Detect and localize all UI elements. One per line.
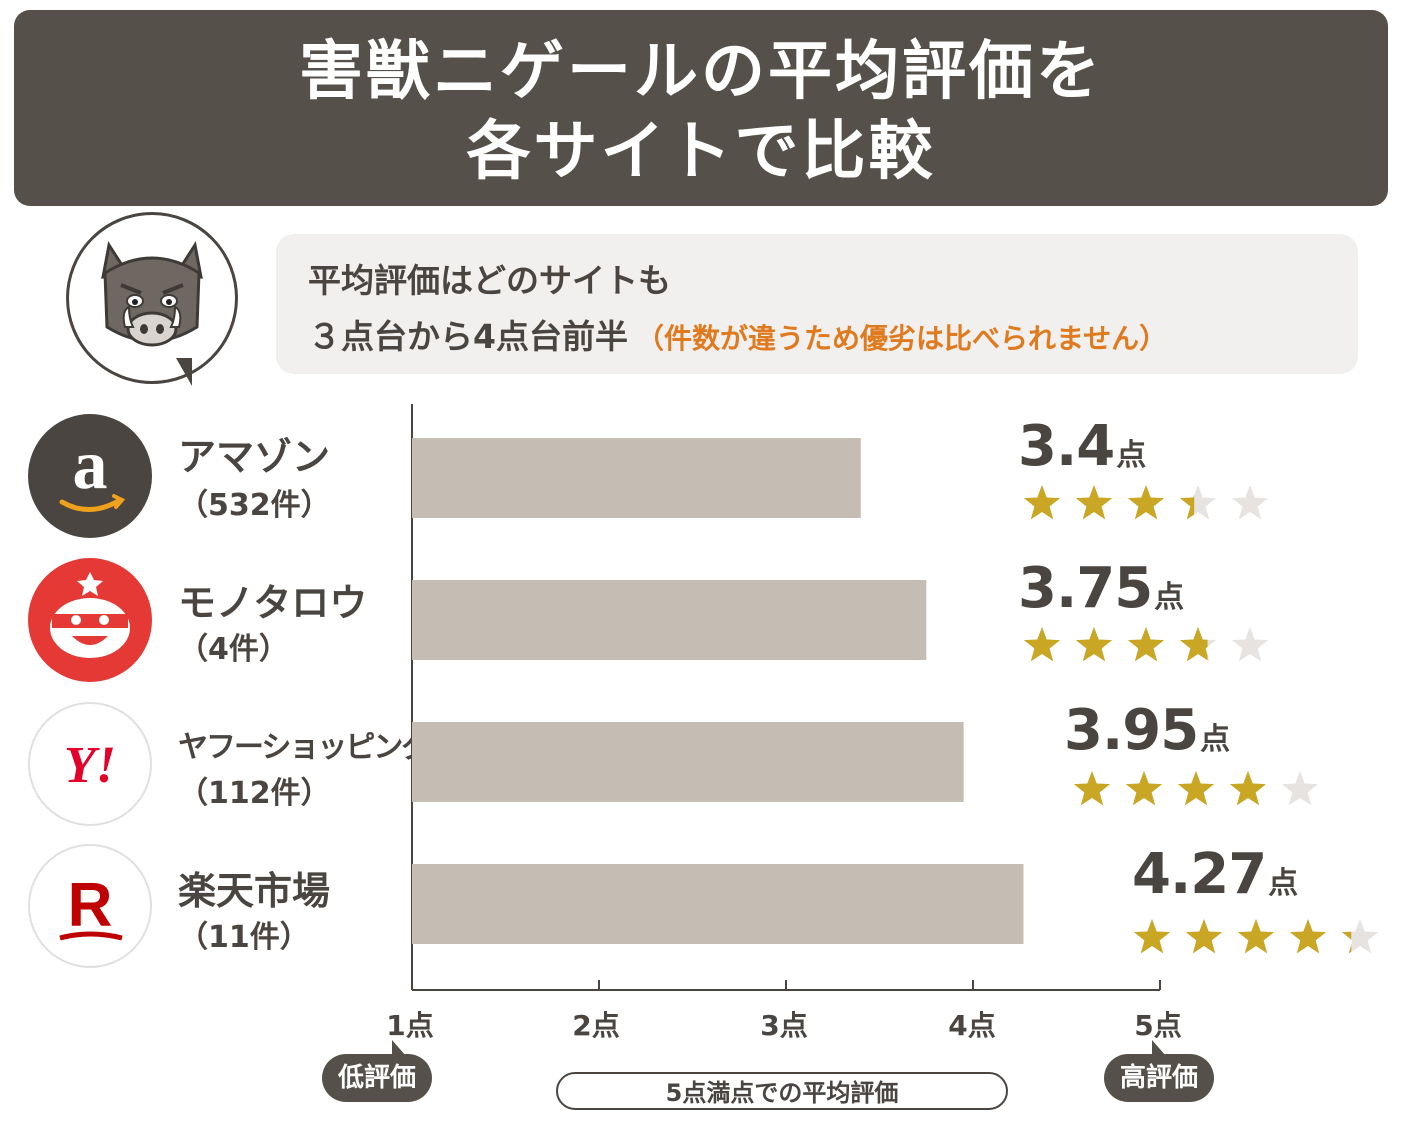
x-tick-label: 2点 — [572, 1009, 620, 1042]
star-empty-amazon — [1231, 485, 1269, 520]
x-tick-label: 3点 — [760, 1009, 808, 1042]
star-filled-rakuten — [1237, 919, 1275, 954]
site-count-rakuten: （11件） — [178, 920, 310, 955]
score-rakuten-unit: 点 — [1268, 866, 1298, 901]
bar-yahoo — [412, 722, 964, 802]
star-filled-rakuten — [1185, 919, 1223, 954]
score-rakuten: 4.27点 — [1132, 842, 1298, 907]
bar-monotaro — [412, 580, 927, 660]
page-title-line2: 各サイトで比較 — [466, 115, 936, 189]
score-amazon-unit: 点 — [1116, 438, 1146, 473]
score-amazon: 3.4点 — [1018, 414, 1146, 479]
score-monotaro-unit: 点 — [1154, 580, 1184, 615]
star-filled-yahoo — [1229, 771, 1266, 806]
star-filled-monotaro — [1127, 627, 1165, 662]
note-line1: 平均評価はどのサイトも — [308, 261, 671, 300]
low-label-pointer — [392, 1040, 406, 1056]
star-filled-rakuten — [1289, 919, 1327, 954]
star-filled-monotaro — [1179, 627, 1208, 662]
low-rating-label: 低評価 — [322, 1054, 433, 1102]
note-line2-text: ３点台から4点台前半 — [308, 317, 628, 356]
site-name-amazon: アマゾン — [178, 435, 331, 479]
x-tick-label: 1点 — [386, 1009, 434, 1042]
score-rakuten-value: 4.27 — [1132, 842, 1267, 907]
site-count-amazon: （532件） — [178, 488, 331, 523]
rakuten-logo-icon: R — [28, 844, 152, 968]
monotaro-logo-icon — [28, 558, 152, 682]
site-name-rakuten: 楽天市場 — [178, 869, 331, 913]
star-filled-amazon — [1179, 495, 1195, 520]
star-empty-yahoo — [1281, 771, 1319, 806]
star-empty-amazon — [1179, 485, 1217, 520]
score-monotaro: 3.75点 — [1018, 556, 1184, 621]
svg-text:R: R — [68, 871, 113, 940]
star-filled-amazon — [1127, 485, 1165, 520]
star-filled-amazon — [1075, 485, 1113, 520]
yahoo-logo-icon: Y! — [28, 702, 152, 826]
star-filled-yahoo — [1177, 771, 1215, 806]
svg-text:a: a — [73, 427, 108, 504]
note-accent: （件数が違うため優劣は比べられません） — [635, 322, 1168, 355]
score-monotaro-value: 3.75 — [1018, 556, 1153, 621]
page-title-line1: 害獣ニゲールの平均評価を — [299, 35, 1103, 109]
score-yahoo: 3.95点 — [1064, 698, 1230, 763]
x-tick-label: 5点 — [1134, 1009, 1182, 1042]
bar-amazon — [412, 438, 861, 518]
score-yahoo-unit: 点 — [1200, 722, 1230, 757]
high-label-pointer — [1152, 1040, 1166, 1056]
site-count-yahoo: （112件） — [178, 776, 331, 811]
star-filled-monotaro — [1023, 627, 1061, 662]
high-rating-label: 高評価 — [1104, 1054, 1215, 1102]
star-filled-yahoo — [1125, 771, 1163, 806]
axis-caption: 5点満点での平均評価 — [556, 1072, 1008, 1110]
site-count-monotaro: （4件） — [178, 632, 289, 667]
note-line2: ３点台から4点台前半 （件数が違うため優劣は比べられません） — [308, 310, 1167, 358]
svg-text:Y!: Y! — [64, 737, 116, 794]
score-yahoo-value: 3.95 — [1064, 698, 1199, 763]
star-filled-amazon — [1023, 485, 1061, 520]
boar-face-icon — [66, 212, 238, 384]
star-empty-monotaro — [1231, 627, 1269, 662]
star-filled-rakuten — [1341, 931, 1352, 954]
amazon-logo-icon: a — [28, 414, 152, 538]
star-empty-rakuten — [1341, 919, 1379, 954]
star-filled-rakuten — [1133, 919, 1171, 954]
star-filled-monotaro — [1075, 627, 1113, 662]
site-name-yahoo: ヤフーショッピング — [178, 730, 431, 765]
x-tick-label: 4点 — [948, 1009, 996, 1042]
score-amazon-value: 3.4 — [1018, 414, 1115, 479]
star-filled-yahoo — [1073, 771, 1111, 806]
site-name-monotaro: モノタロウ — [178, 581, 368, 625]
bar-rakuten — [412, 864, 1024, 944]
summary-note: 平均評価はどのサイトも ３点台から4点台前半 （件数が違うため優劣は比べられません… — [276, 234, 1358, 374]
speech-tail — [176, 358, 192, 386]
title-banner: 害獣ニゲールの平均評価を 各サイトで比較 — [14, 10, 1388, 206]
